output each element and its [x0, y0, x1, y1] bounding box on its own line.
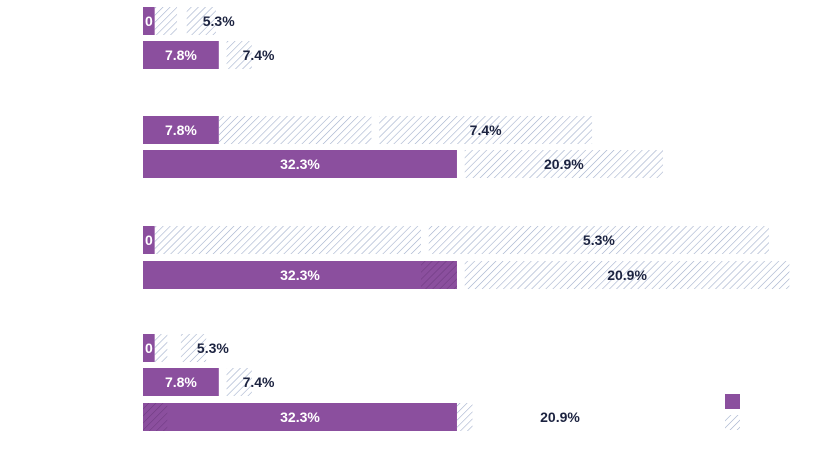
bar-hatch-g2-b1-s1: [464, 261, 790, 289]
bar-hatch-g1-b0-s0: [218, 116, 372, 144]
data-label-hatch: 5.3%: [203, 13, 235, 29]
data-label-solid: 0: [145, 232, 153, 248]
bar-hatch-g3-b0-s1: [180, 334, 207, 362]
bar-hatch-g2-b0-s0: [154, 226, 421, 254]
bar-marks: 0 5.3% 7.8% 7.4% 7.8% 7.4% 32.3% 20.9% 0 5.3% 32.3…: [143, 7, 790, 431]
bar-hatch-g2-b1-s0: [420, 261, 457, 289]
data-label-hatch: 20.9%: [544, 156, 584, 172]
data-label-hatch: 7.4%: [470, 122, 502, 138]
bar-hatch-g0-b0-s0: [154, 7, 178, 35]
bar-hatch-g2-b0-s1: [428, 226, 769, 254]
bar-solid-g2-b1: [143, 261, 457, 289]
bar-solid-g1-b1: [143, 150, 457, 178]
data-label-solid: 7.8%: [165, 122, 197, 138]
bar-solid-g3-b1: [143, 368, 219, 396]
bar-solid-g3-b0: [143, 334, 155, 362]
data-label-hatch: 20.9%: [607, 267, 647, 283]
bar-hatch-g0-b1-s0: [226, 41, 252, 69]
bar-solid-g0-b1: [143, 41, 219, 69]
bar-hatch-g3-b0-s0: [154, 334, 168, 362]
bar-hatch-g1-b1-s1: [464, 150, 664, 178]
bar-solid-g1-b0: [143, 116, 219, 144]
data-label-hatch: 7.4%: [243, 374, 275, 390]
legend-swatch-solid: [725, 394, 740, 409]
bar-hatch-g3-b2-s0: [143, 403, 168, 431]
bar-solid-g3-b2: [143, 403, 457, 431]
legend: [725, 394, 740, 430]
bar-hatch-g3-b2-s1: [456, 403, 473, 431]
data-label-solid: 7.8%: [165, 47, 197, 63]
bar-hatch-g1-b0-s1: [379, 116, 593, 144]
data-label-solid: 7.8%: [165, 374, 197, 390]
data-label-solid: 32.3%: [280, 156, 320, 172]
data-label-solid: 0: [145, 340, 153, 356]
bar-solid-g0-b0: [143, 7, 155, 35]
data-label-solid: 32.3%: [280, 267, 320, 283]
data-label-solid: 32.3%: [280, 409, 320, 425]
bar-hatch-g0-b0-s1: [186, 7, 216, 35]
data-label-hatch: 5.3%: [197, 340, 229, 356]
data-label-hatch: 7.4%: [243, 47, 275, 63]
data-label-hatch: 5.3%: [583, 232, 615, 248]
legend-swatch-hatch: [725, 415, 740, 430]
bar-hatch-g3-b1-s0: [226, 368, 252, 396]
bar-solid-g2-b0: [143, 226, 155, 254]
data-label-hatch: 20.9%: [540, 409, 580, 425]
data-label-solid: 0: [145, 13, 153, 29]
